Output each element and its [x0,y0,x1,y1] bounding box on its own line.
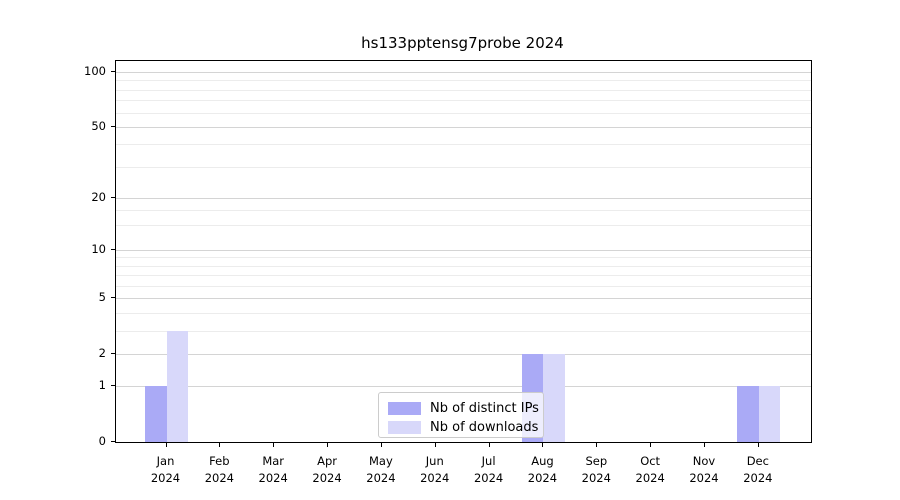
y-tick-mark [111,125,115,127]
legend-swatch-distinct-ips [388,401,421,415]
x-tick-mark [757,442,759,447]
x-tick-label: Jun 2024 [420,454,450,485]
y-gridline-minor [116,313,811,314]
legend-item-downloads: Nb of downloads [388,419,538,435]
y-gridline-major [116,298,811,300]
y-gridline-minor [116,330,811,332]
x-tick-mark [704,442,705,447]
y-tick-mark [111,441,115,442]
legend-swatch-downloads [388,420,421,434]
bar-downloads [758,386,781,442]
x-tick-label: Mar 2024 [258,454,288,485]
x-tick-label: Apr 2024 [312,454,342,485]
x-tick-mark [650,442,652,447]
legend-item-distinct-ips: Nb of distinct IPs [388,400,539,416]
bar-distinct-ips [145,386,167,442]
x-tick-mark [165,442,167,447]
y-tick-mark [111,385,115,387]
legend: Nb of distinct IPs Nb of downloads [378,392,544,438]
y-gridline-major [116,249,811,251]
y-tick-label: 2 [98,345,106,360]
y-gridline-minor [116,80,811,82]
x-tick-label: Dec 2024 [743,454,773,485]
y-tick-label: 50 [91,118,106,133]
y-tick-label: 100 [84,64,106,79]
x-tick-mark [273,442,275,447]
x-tick-mark [596,442,598,447]
x-tick-label: Feb 2024 [204,454,234,485]
y-gridline-minor [116,100,811,102]
bar-downloads [166,330,188,442]
y-gridline-minor [116,275,811,277]
y-tick-mark [111,196,115,198]
y-gridline-major [116,386,811,388]
y-tick-mark [111,297,115,299]
y-tick-label: 20 [91,189,106,204]
x-tick-mark [380,442,382,447]
y-gridline-minor [116,166,811,168]
x-tick-mark [488,442,490,447]
y-tick-label: 1 [98,378,106,393]
y-gridline-minor [116,257,811,259]
y-gridline-major [116,126,811,128]
y-gridline-minor [116,224,811,226]
y-tick-label: 5 [98,290,106,305]
x-tick-mark [327,442,329,447]
x-tick-label: Sep 2024 [581,454,611,485]
x-tick-mark [434,442,436,447]
y-tick-label: 0 [98,434,106,448]
legend-label-distinct-ips: Nb of distinct IPs [430,400,539,416]
y-gridline-minor [116,265,811,267]
y-tick-mark [111,248,115,250]
y-tick-mark [111,352,115,354]
y-gridline-major [116,72,811,74]
y-tick-mark [111,71,115,73]
y-gridline-major [116,353,811,355]
y-gridline-minor [116,286,811,288]
x-tick-label: Jan 2024 [150,454,181,485]
y-gridline-minor [116,144,811,146]
x-tick-label: Nov 2024 [689,454,719,485]
y-tick-label: 10 [91,241,106,256]
x-tick-label: Jul 2024 [473,454,504,485]
x-tick-mark [542,442,544,447]
y-gridline-minor [116,89,811,91]
y-gridline-minor [116,210,811,212]
bar-distinct-ips [737,386,759,442]
x-tick-mark [219,442,221,447]
x-tick-label: Oct 2024 [635,454,665,485]
chart-title: hs133pptensg7probe 2024 [361,34,564,52]
y-gridline-minor [116,112,811,114]
y-gridline-major [116,197,811,199]
x-tick-label: Aug 2024 [527,454,558,485]
legend-label-downloads: Nb of downloads [430,419,539,435]
bar-downloads [543,353,565,442]
plot-area [115,60,812,443]
x-tick-label: May 2024 [366,454,396,485]
